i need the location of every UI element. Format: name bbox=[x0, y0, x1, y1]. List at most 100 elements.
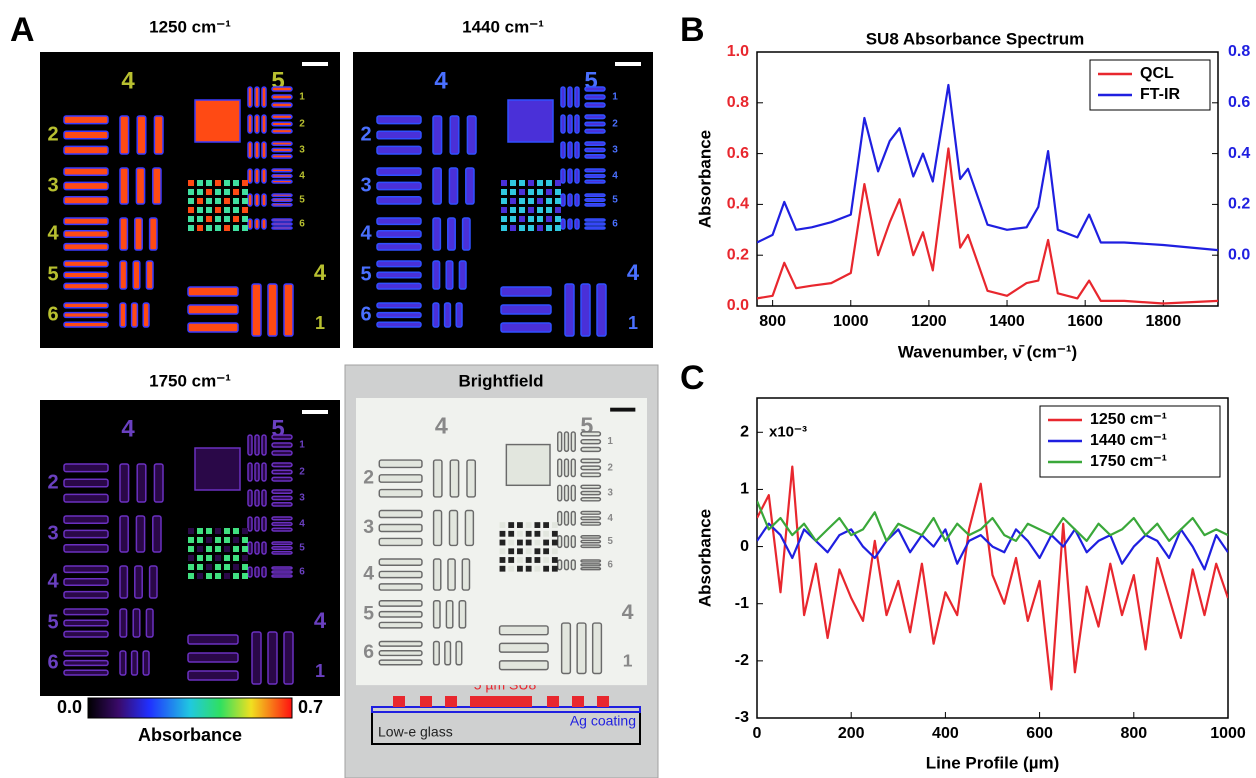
target-dot bbox=[188, 573, 194, 579]
target-dot bbox=[546, 207, 552, 213]
target-dot bbox=[499, 522, 506, 528]
y-tick-label: 2 bbox=[740, 424, 749, 441]
target-bar bbox=[443, 302, 452, 328]
target-bar bbox=[432, 260, 441, 290]
target-bar bbox=[254, 516, 260, 532]
target-dot bbox=[233, 546, 239, 552]
image-title: 1440 cm⁻¹ bbox=[462, 17, 544, 36]
target-dot bbox=[517, 539, 523, 546]
target-bar bbox=[254, 86, 260, 108]
target-bar bbox=[63, 167, 109, 176]
target-bar bbox=[261, 168, 267, 184]
target-bar bbox=[432, 600, 441, 629]
x-tick-label: 1200 bbox=[911, 313, 947, 330]
target-dot bbox=[499, 565, 506, 572]
target-label: 4 bbox=[299, 171, 305, 182]
target-bar bbox=[567, 114, 573, 134]
target-bar bbox=[63, 608, 109, 616]
target-square bbox=[194, 447, 241, 491]
target-bar bbox=[570, 458, 576, 478]
target-dot bbox=[551, 539, 558, 546]
target-bar bbox=[376, 130, 422, 140]
target-label: 5 bbox=[47, 611, 58, 633]
target-bar bbox=[63, 230, 109, 238]
target-bar bbox=[563, 510, 570, 526]
target-dot bbox=[215, 573, 221, 579]
y-tick-label: 0.4 bbox=[1228, 145, 1250, 162]
target-dot bbox=[188, 180, 194, 186]
target-bar bbox=[247, 516, 253, 532]
target-bar bbox=[584, 202, 606, 207]
target-bar bbox=[570, 431, 576, 453]
series-line bbox=[757, 147, 1218, 305]
target-bar bbox=[135, 515, 146, 553]
target-bar bbox=[283, 631, 294, 685]
target-dot bbox=[543, 557, 550, 563]
target-bar bbox=[187, 322, 239, 333]
target-bar bbox=[584, 147, 606, 153]
series-line bbox=[757, 522, 1228, 571]
target-dot bbox=[206, 180, 212, 186]
target-dot bbox=[525, 557, 532, 563]
target-dot bbox=[233, 189, 239, 195]
target-dot bbox=[508, 565, 515, 572]
target-bar bbox=[557, 484, 563, 502]
target-bar bbox=[63, 529, 109, 539]
target-label: 6 bbox=[47, 303, 58, 325]
target-bar bbox=[247, 462, 253, 482]
target-bar bbox=[63, 115, 109, 125]
target-dot bbox=[233, 198, 239, 204]
target-bar bbox=[376, 181, 422, 191]
target-bar bbox=[261, 566, 267, 578]
panel-label: B bbox=[680, 11, 705, 49]
target-bar bbox=[584, 168, 606, 173]
target-dot bbox=[215, 537, 221, 543]
target-bar bbox=[560, 218, 566, 230]
plot-frame bbox=[756, 51, 1219, 307]
target-bar bbox=[376, 196, 422, 205]
target-label: 4 bbox=[360, 222, 372, 244]
target-bar bbox=[580, 484, 602, 490]
target-label: 2 bbox=[299, 119, 305, 130]
target-bar bbox=[271, 102, 293, 108]
target-bar bbox=[584, 86, 606, 92]
target-dot bbox=[188, 555, 194, 561]
target-bar bbox=[584, 154, 606, 159]
target-bar bbox=[567, 141, 573, 159]
target-bar bbox=[584, 141, 606, 146]
panel-label: C bbox=[680, 359, 705, 397]
target-bar bbox=[271, 566, 293, 570]
target-bar bbox=[432, 509, 443, 547]
x-axis-label: Wavenumber, ν̄ (cm⁻¹) bbox=[898, 342, 1077, 361]
image-title: 1250 cm⁻¹ bbox=[149, 17, 231, 36]
target-dot bbox=[537, 180, 543, 186]
target-bar bbox=[153, 115, 164, 155]
target-bar bbox=[376, 271, 422, 279]
target-dot bbox=[224, 573, 230, 579]
target-bar bbox=[449, 459, 460, 498]
target-dot bbox=[206, 555, 212, 561]
target-dot bbox=[233, 207, 239, 213]
target-bar bbox=[376, 282, 422, 290]
target-dot bbox=[517, 522, 523, 528]
target-dot bbox=[215, 189, 221, 195]
target-bar bbox=[376, 115, 422, 125]
target-bar bbox=[63, 478, 109, 488]
target-bar bbox=[119, 565, 129, 599]
target-label: 6 bbox=[299, 567, 305, 578]
target-bar bbox=[254, 541, 260, 555]
target-bar bbox=[247, 168, 253, 184]
target-dot bbox=[242, 225, 248, 231]
target-dot bbox=[188, 564, 194, 570]
target-dot bbox=[206, 528, 212, 534]
target-bar bbox=[580, 490, 602, 496]
legend-label: 1440 cm⁻¹ bbox=[1090, 432, 1167, 449]
target-label: 4 bbox=[314, 608, 327, 633]
target-label: 5 bbox=[47, 263, 58, 285]
target-bar bbox=[584, 222, 606, 226]
target-bar bbox=[247, 86, 253, 108]
chart-title: SU8 Absorbance Spectrum bbox=[866, 29, 1085, 48]
target-dot bbox=[508, 539, 515, 546]
